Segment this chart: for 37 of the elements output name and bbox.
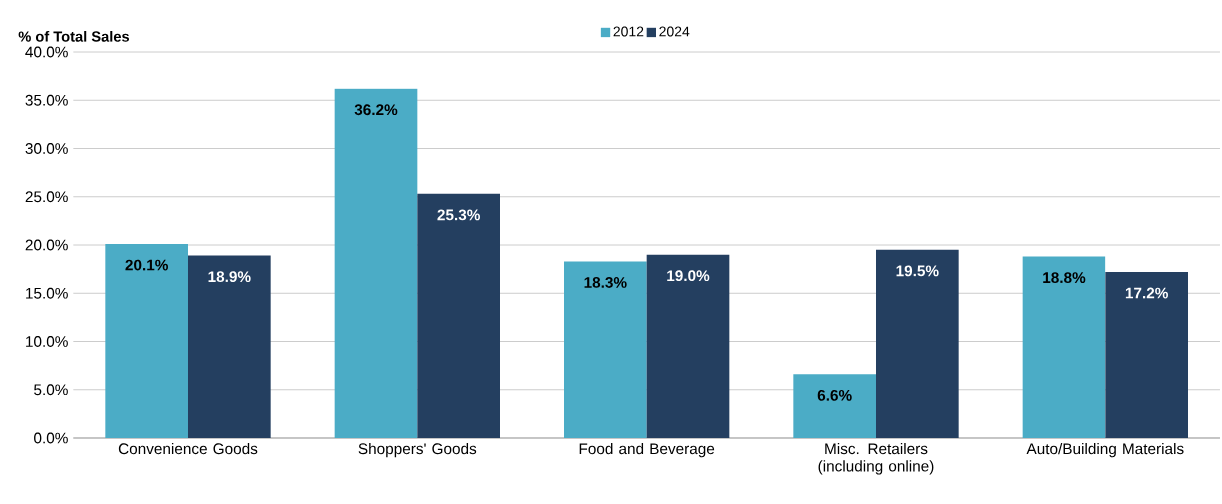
bar — [1105, 272, 1188, 438]
y-tick-label: 0.0% — [34, 432, 68, 444]
y-tick-label: 30.0% — [25, 143, 68, 154]
x-tick-label: Food and Beverage — [579, 442, 715, 458]
y-tick-label: 5.0% — [34, 384, 68, 396]
y-tick-label: 20.0% — [25, 239, 68, 251]
data-label: 6.6% — [817, 389, 852, 401]
y-tick-label: 15.0% — [26, 287, 68, 299]
y-tick-label: 10.0% — [26, 336, 68, 347]
bar — [188, 255, 271, 438]
data-label: 18.8% — [1043, 272, 1086, 284]
bar — [334, 88, 418, 438]
x-tick-label: Auto/Building Materials — [1026, 442, 1184, 458]
data-label: 36.2% — [354, 104, 398, 116]
bar — [564, 261, 647, 438]
legend-label: 2024 — [659, 26, 690, 37]
bar — [1022, 256, 1106, 438]
bar — [646, 254, 730, 438]
bar — [876, 249, 959, 438]
data-label: 20.1% — [125, 259, 168, 271]
data-label: 25.3% — [437, 209, 480, 221]
x-tick-label: Convenience Goods — [118, 442, 258, 455]
data-label: 19.0% — [667, 270, 710, 282]
y-tick-label: 25.0% — [25, 191, 68, 203]
x-tick-label: Misc. Retailers (including online) — [818, 442, 934, 475]
data-label: 18.3% — [584, 277, 627, 288]
y-axis-title: % of Total Sales — [18, 30, 130, 42]
bar — [417, 193, 500, 438]
bar — [793, 374, 876, 438]
x-tick-label: Shoppers' Goods — [358, 442, 477, 458]
y-tick-label: 40.0% — [25, 46, 68, 58]
bar — [105, 244, 188, 438]
y-tick-label: 35.0% — [25, 94, 68, 106]
data-label: 19.5% — [896, 265, 939, 277]
data-label: 18.9% — [208, 271, 251, 283]
data-label: 17.2% — [1125, 287, 1168, 299]
legend-label: 2012 — [613, 26, 644, 37]
